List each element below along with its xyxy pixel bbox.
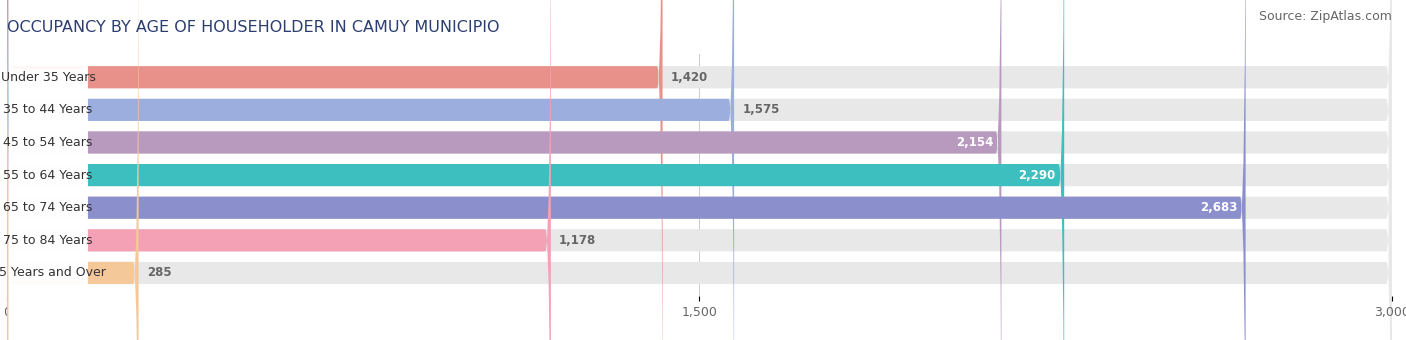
FancyBboxPatch shape (8, 0, 87, 340)
Text: 85 Years and Over: 85 Years and Over (0, 267, 105, 279)
Text: 2,683: 2,683 (1199, 201, 1237, 214)
FancyBboxPatch shape (7, 0, 1392, 340)
Text: 1,420: 1,420 (671, 71, 709, 84)
FancyBboxPatch shape (8, 0, 87, 340)
FancyBboxPatch shape (7, 0, 734, 340)
FancyBboxPatch shape (7, 0, 551, 340)
Text: 1,575: 1,575 (742, 103, 780, 116)
Text: 35 to 44 Years: 35 to 44 Years (3, 103, 93, 116)
FancyBboxPatch shape (8, 0, 87, 340)
Text: Source: ZipAtlas.com: Source: ZipAtlas.com (1258, 10, 1392, 23)
Text: 75 to 84 Years: 75 to 84 Years (3, 234, 93, 247)
FancyBboxPatch shape (7, 0, 139, 340)
Text: 45 to 54 Years: 45 to 54 Years (3, 136, 93, 149)
Text: 55 to 64 Years: 55 to 64 Years (3, 169, 93, 182)
FancyBboxPatch shape (7, 0, 1392, 340)
FancyBboxPatch shape (8, 0, 87, 340)
FancyBboxPatch shape (8, 0, 87, 340)
Text: OCCUPANCY BY AGE OF HOUSEHOLDER IN CAMUY MUNICIPIO: OCCUPANCY BY AGE OF HOUSEHOLDER IN CAMUY… (7, 20, 499, 35)
FancyBboxPatch shape (7, 0, 662, 340)
Text: Under 35 Years: Under 35 Years (0, 71, 96, 84)
Text: 1,178: 1,178 (560, 234, 596, 247)
Text: 2,290: 2,290 (1018, 169, 1056, 182)
FancyBboxPatch shape (7, 0, 1246, 340)
FancyBboxPatch shape (7, 0, 1392, 340)
FancyBboxPatch shape (7, 0, 1392, 340)
FancyBboxPatch shape (7, 0, 1392, 340)
Text: 2,154: 2,154 (956, 136, 993, 149)
FancyBboxPatch shape (8, 0, 87, 340)
Text: 65 to 74 Years: 65 to 74 Years (3, 201, 93, 214)
Text: 285: 285 (146, 267, 172, 279)
FancyBboxPatch shape (7, 0, 1001, 340)
FancyBboxPatch shape (7, 0, 1392, 340)
FancyBboxPatch shape (7, 0, 1064, 340)
FancyBboxPatch shape (8, 0, 87, 340)
FancyBboxPatch shape (7, 0, 1392, 340)
